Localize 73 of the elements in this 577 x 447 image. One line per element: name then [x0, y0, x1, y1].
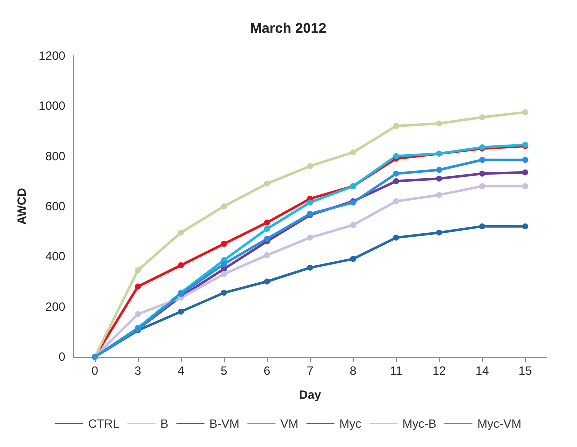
point — [307, 200, 314, 206]
point — [307, 264, 314, 271]
legend-label: Myc-B — [402, 417, 437, 431]
x-tick-label: 0 — [92, 364, 99, 378]
point — [479, 170, 486, 177]
y-tick-label: 1000 — [38, 99, 66, 114]
x-tick-label: 4 — [178, 364, 185, 378]
y-tick-label: 400 — [46, 250, 66, 264]
point — [479, 183, 486, 190]
point — [350, 256, 356, 262]
point — [393, 178, 400, 184]
x-axis-title: Day — [299, 388, 322, 402]
y-tick-label: 800 — [46, 149, 66, 164]
y-axis-title: AWCD — [15, 188, 29, 225]
point — [178, 230, 184, 236]
x-tick-label: 3 — [134, 364, 142, 378]
y-tick-label: 600 — [46, 200, 66, 214]
point — [436, 167, 442, 174]
point — [135, 284, 142, 290]
legend-label: B — [160, 417, 169, 431]
x-tick-label: 6 — [264, 364, 271, 378]
point — [522, 109, 528, 116]
point — [522, 157, 528, 164]
point — [221, 261, 228, 268]
x-tick-label: 12 — [432, 364, 446, 378]
point — [178, 308, 184, 315]
point — [264, 220, 270, 226]
x-tick-label: 11 — [390, 364, 403, 378]
y-tick-label: 0 — [58, 350, 66, 364]
point — [264, 180, 270, 187]
point — [479, 114, 486, 120]
point — [221, 241, 228, 248]
point — [264, 252, 270, 258]
legend-label: Myc — [340, 417, 362, 431]
legend-label: VM — [280, 417, 299, 431]
x-tick-label: 15 — [518, 364, 532, 378]
point — [350, 150, 356, 156]
x-tick-label: 8 — [350, 364, 357, 378]
point — [221, 290, 228, 296]
point — [522, 183, 528, 190]
point — [307, 234, 314, 241]
point — [264, 236, 270, 242]
chart-title: March 2012 — [250, 20, 327, 36]
point — [436, 176, 442, 182]
x-tick-label: 7 — [306, 364, 314, 378]
x-tick-label: 14 — [476, 364, 490, 378]
legend-label: B-VM — [210, 417, 240, 431]
point — [393, 123, 400, 130]
point — [479, 157, 486, 164]
point — [221, 271, 228, 278]
legend-label: Myc-VM — [478, 417, 522, 431]
point — [436, 192, 442, 198]
point — [393, 198, 400, 204]
point — [135, 311, 142, 318]
point — [221, 204, 228, 210]
x-tick-label: 5 — [220, 364, 228, 378]
point — [436, 120, 442, 127]
point — [350, 222, 356, 228]
point — [479, 224, 486, 230]
legend-label: CTRL — [88, 417, 120, 431]
point — [307, 163, 314, 170]
point — [264, 278, 270, 285]
point — [264, 226, 270, 232]
point — [135, 267, 142, 274]
point — [522, 224, 528, 230]
point — [436, 230, 442, 236]
point — [178, 262, 184, 268]
point — [393, 170, 400, 177]
point — [393, 234, 400, 241]
point — [522, 170, 528, 176]
y-tick-label: 200 — [46, 300, 66, 314]
point — [393, 153, 400, 160]
y-tick-label: 1200 — [38, 49, 66, 63]
